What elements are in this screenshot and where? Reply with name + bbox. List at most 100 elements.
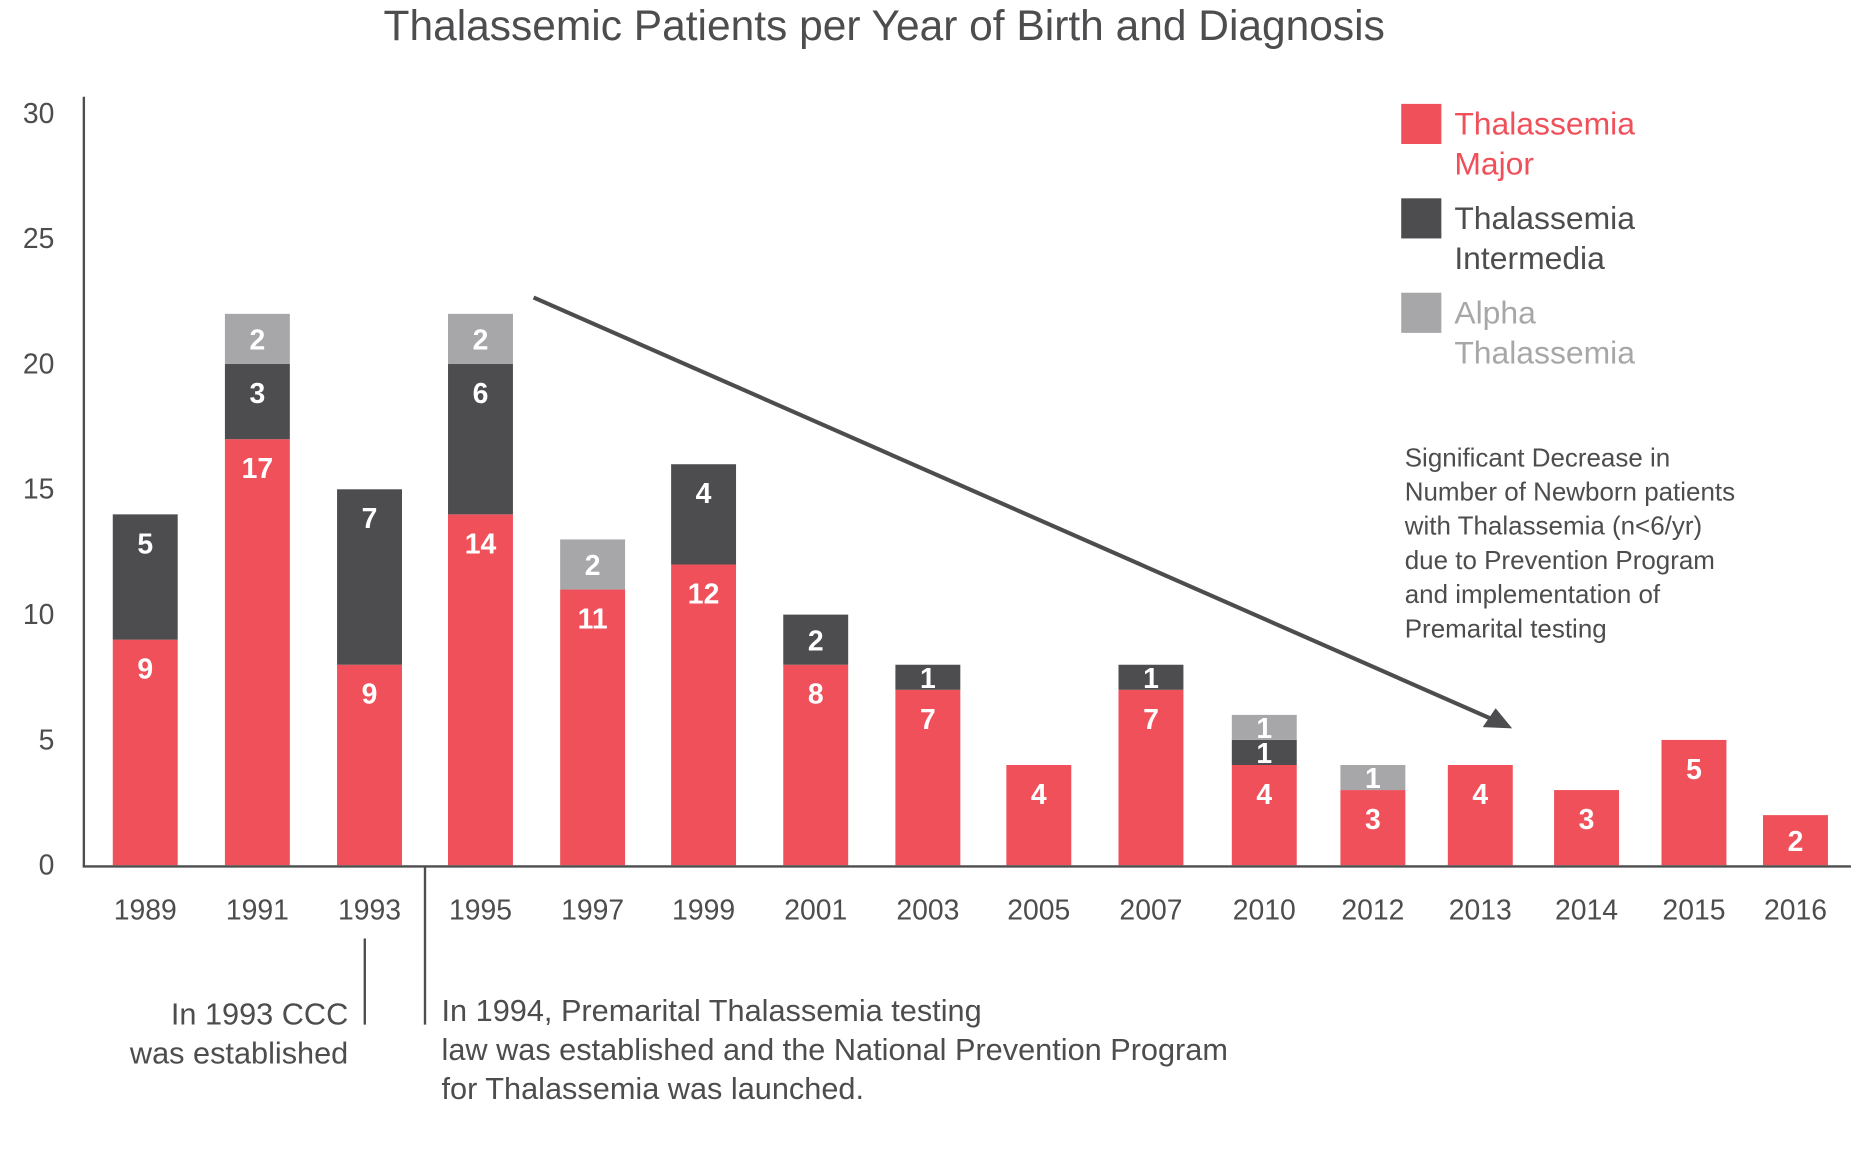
data-label: 14 [465, 528, 497, 560]
legend: Thalassemia Major Thalassemia Intermedia Alp… [1401, 103, 1635, 371]
bar-2010-1 [1231, 739, 1297, 765]
bar-1999-0 [671, 564, 737, 866]
x-tick-label: 2001 [784, 895, 847, 927]
x-tick-label: 2012 [1341, 895, 1404, 927]
bar-2001-0 [783, 664, 849, 866]
annotation-line: law was established and the National Pre… [442, 1032, 1228, 1067]
data-label: 7 [362, 503, 378, 535]
bar-2013-0 [1447, 764, 1513, 866]
annotation-trend: Significant Decrease in Number of Newborn… [1404, 442, 1735, 643]
annotation-line: due to Prevention Program [1405, 545, 1715, 575]
data-label: 7 [920, 704, 936, 736]
data-label: 2 [249, 325, 265, 357]
bar-1995-0 [448, 514, 513, 866]
data-label: 7 [1143, 704, 1159, 736]
data-label: 1 [1143, 663, 1159, 695]
x-tick-label: 1991 [226, 895, 289, 927]
data-label: 3 [1365, 804, 1381, 836]
x-tick-label: 2015 [1662, 895, 1725, 927]
bar-2016-0 [1763, 815, 1828, 866]
bar-1991-0 [224, 439, 290, 866]
x-tick-label: 2014 [1555, 895, 1618, 927]
x-tick-label: 2010 [1233, 895, 1296, 927]
legend-label: Intermedia [1454, 240, 1605, 276]
annotation-ccc: In 1993 CCC was established [129, 997, 348, 1071]
data-label: 1 [1256, 738, 1272, 770]
data-label: 8 [808, 679, 824, 711]
bar-1997-0 [560, 589, 626, 866]
data-label: 6 [473, 378, 489, 410]
chart-title: Thalassemic Patients per Year of Birth a… [384, 3, 1385, 50]
x-tick-label: 1993 [338, 895, 401, 927]
annotation-line: Significant Decrease in [1405, 442, 1670, 472]
bar-1995-1 [448, 363, 513, 515]
bar-1991-1 [224, 363, 290, 440]
bar-1999-1 [671, 464, 737, 565]
bar-2005-0 [1006, 764, 1072, 866]
annotation-line: with Thalassemia (n<6/yr) [1404, 511, 1702, 541]
data-label: 9 [362, 679, 378, 711]
trend-arrow [532, 295, 1498, 724]
legend-label: Major [1454, 146, 1534, 182]
bar-1989-0 [112, 639, 178, 866]
data-label: 4 [1031, 779, 1047, 811]
bar-2010-0 [1231, 764, 1297, 866]
bar-2010-2 [1231, 714, 1297, 740]
data-label: 11 [578, 603, 608, 635]
data-label: 3 [249, 378, 265, 410]
annotation-line: for Thalassemia was launched. [442, 1071, 864, 1106]
legend-label: Thalassemia [1454, 106, 1635, 142]
y-tick-label: 10 [23, 599, 55, 631]
data-label: 5 [137, 528, 153, 560]
y-tick-label: 5 [39, 724, 55, 756]
bar-1993-1 [337, 489, 402, 665]
y-tick-label: 30 [23, 98, 55, 130]
x-tick-label: 1997 [561, 895, 624, 927]
data-label: 2 [473, 325, 489, 357]
data-label: 2 [585, 550, 601, 582]
bar-1989-1 [112, 514, 178, 640]
data-label: 4 [1472, 779, 1488, 811]
data-label: 17 [242, 453, 274, 485]
bar-2012-0 [1340, 790, 1406, 866]
bar-2007-1 [1118, 664, 1184, 690]
annotation-line: In 1993 CCC [171, 997, 348, 1032]
legend-label: Thalassemia [1454, 335, 1635, 371]
annotation-line: Premarital testing [1405, 613, 1607, 643]
annotation-line: was established [129, 1036, 348, 1071]
annotation-line: In 1994, Premarital Thalassemia testing [442, 993, 982, 1028]
bar-2012-2 [1340, 764, 1406, 791]
annotation-law: In 1994, Premarital Thalassemia testing l… [442, 993, 1228, 1106]
legend-label: Alpha [1454, 294, 1536, 330]
legend-swatch [1401, 198, 1442, 239]
x-tick-label: 1989 [114, 895, 177, 927]
data-label: 9 [137, 654, 153, 686]
data-label: 1 [1256, 713, 1272, 745]
y-tick-label: 20 [23, 348, 55, 380]
x-tick-label: 2007 [1119, 895, 1182, 927]
data-label: 1 [1365, 763, 1381, 795]
bar-2001-1 [783, 614, 849, 665]
bar-1995-2 [448, 313, 513, 364]
data-label: 2 [1788, 826, 1804, 858]
data-label: 4 [1256, 779, 1272, 811]
x-tick-label: 1995 [449, 895, 512, 927]
bar-1997-2 [560, 539, 626, 590]
bar-2015-0 [1661, 739, 1727, 866]
bar-1991-2 [224, 313, 290, 364]
data-label: 2 [808, 625, 824, 657]
bar-2003-0 [895, 689, 961, 866]
data-label: 5 [1686, 754, 1702, 786]
y-tick-label: 25 [23, 223, 55, 255]
x-tick-label: 2005 [1007, 895, 1070, 927]
annotation-line: Number of Newborn patients [1405, 477, 1735, 507]
x-tick-label: 2003 [896, 895, 959, 927]
legend-swatch [1401, 292, 1442, 333]
trend-arrowhead [1482, 708, 1513, 729]
data-label: 3 [1579, 804, 1595, 836]
legend-label: Thalassemia [1454, 200, 1635, 236]
bar-2007-0 [1118, 689, 1184, 866]
bar-1993-0 [337, 664, 402, 866]
